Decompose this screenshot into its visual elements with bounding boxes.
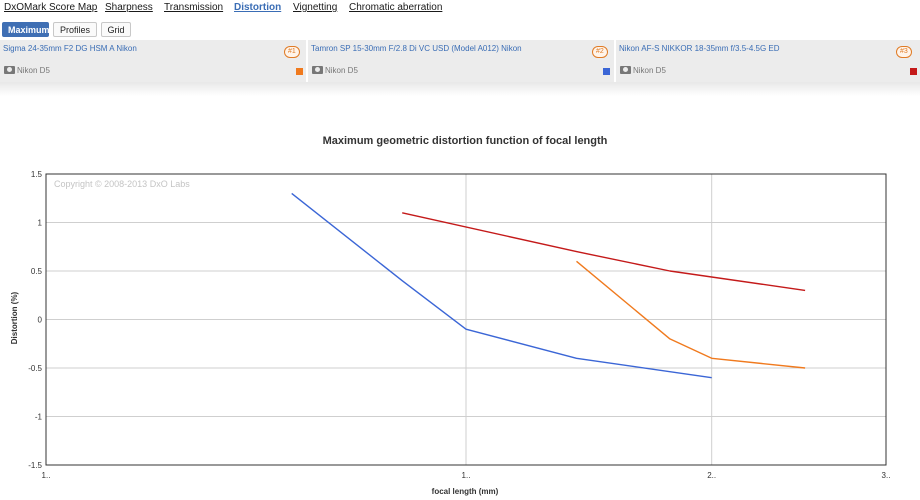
nav-vignetting[interactable]: Vignetting [293, 2, 338, 13]
y-tick-label: -1 [35, 413, 43, 422]
lens-badge: #3 [896, 46, 912, 58]
x-tick-label: 3.. [882, 471, 891, 480]
series-color-swatch [910, 68, 917, 75]
y-tick-label: 1.5 [31, 170, 43, 179]
grid-lines [46, 173, 886, 466]
camera-name: Nikon D5 [633, 66, 666, 75]
lens-badge: #1 [284, 46, 300, 58]
y-tick-label: -0.5 [28, 364, 42, 373]
lens-name[interactable]: Sigma 24-35mm F2 DG HSM A Nikon [3, 44, 137, 53]
x-tick-label: 1.. [462, 471, 471, 480]
lens-slot-3[interactable]: Nikon AF-S NIKKOR 18-35mm f/3.5-4.5G ED … [616, 40, 920, 82]
top-navigation: DxOMark Score Map Sharpness Transmission… [0, 0, 920, 18]
nav-score-map[interactable]: DxOMark Score Map [4, 2, 98, 13]
camera-name: Nikon D5 [17, 66, 50, 75]
camera-icon [4, 66, 15, 74]
nav-chromatic-aberration[interactable]: Chromatic aberration [349, 2, 443, 13]
lens-bar-shadow [0, 82, 920, 96]
x-axis-label: focal length (mm) [432, 487, 499, 496]
lens-slot-1[interactable]: Sigma 24-35mm F2 DG HSM A Nikon #1 Nikon… [0, 40, 308, 82]
x-tick-label: 2.. [707, 471, 716, 480]
y-axis-label: Distortion (%) [10, 291, 19, 344]
nav-distortion[interactable]: Distortion [234, 2, 282, 13]
copyright-text: Copyright © 2008-2013 DxO Labs [54, 179, 190, 189]
chart-title: Maximum geometric distortion function of… [322, 135, 608, 147]
nav-sharpness[interactable]: Sharpness [105, 2, 153, 13]
nav-transmission[interactable]: Transmission [164, 2, 224, 13]
plot-frame [45, 173, 887, 466]
series-color-swatch [603, 68, 610, 75]
lens-camera: Nikon D5 [4, 66, 50, 75]
series-line-3 [402, 212, 806, 292]
tick-labels: 1.510.50-0.5-1-1.51.. 1.. 2.. 3.. [28, 170, 890, 480]
lens-name[interactable]: Nikon AF-S NIKKOR 18-35mm f/3.5-4.5G ED [619, 44, 780, 53]
camera-icon [620, 66, 631, 74]
x-tick-label: 1.. [42, 471, 51, 480]
camera-name: Nikon D5 [325, 66, 358, 75]
series-line-1 [576, 260, 806, 369]
series-line-2 [291, 192, 712, 379]
y-tick-label: 1 [38, 219, 43, 228]
y-tick-label: -1.5 [28, 461, 42, 470]
y-tick-label: 0.5 [31, 267, 43, 276]
mode-maximum-button[interactable]: Maximum [2, 22, 50, 37]
lens-camera: Nikon D5 [312, 66, 358, 75]
lens-selector-bar: Sigma 24-35mm F2 DG HSM A Nikon #1 Nikon… [0, 40, 920, 82]
lens-slot-2[interactable]: Tamron SP 15-30mm F/2.8 Di VC USD (Model… [308, 40, 616, 82]
mode-profiles-button[interactable]: Profiles [53, 22, 97, 37]
camera-icon [312, 66, 323, 74]
y-tick-label: 0 [38, 316, 43, 325]
lens-camera: Nikon D5 [620, 66, 666, 75]
mode-grid-button[interactable]: Grid [101, 22, 131, 37]
series-lines [291, 192, 806, 379]
lens-name[interactable]: Tamron SP 15-30mm F/2.8 Di VC USD (Model… [311, 44, 522, 53]
series-color-swatch [296, 68, 303, 75]
lens-badge: #2 [592, 46, 608, 58]
